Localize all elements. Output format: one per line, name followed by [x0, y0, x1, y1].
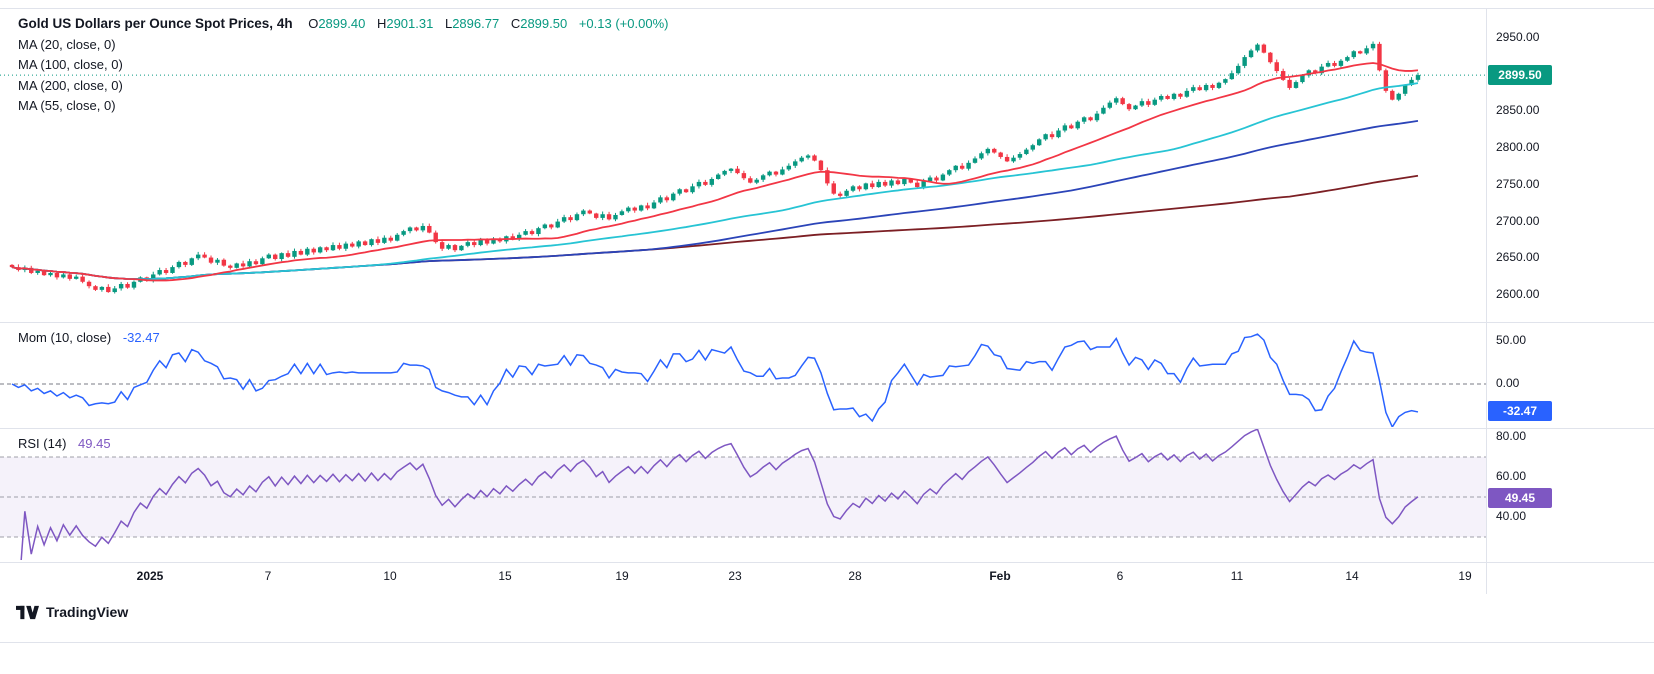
ohlc-open-value: 2899.40 — [318, 16, 366, 31]
tradingview-logo-icon — [16, 605, 39, 619]
mom-label: Mom (10, close) — [18, 330, 112, 345]
ohlc-low-value: 2896.77 — [452, 16, 500, 31]
time-axis-label: 19 — [615, 569, 629, 583]
time-axis-label: 23 — [728, 569, 742, 583]
time-axis-label: 6 — [1116, 569, 1124, 583]
axis-label: 60.00 — [1496, 469, 1527, 483]
axis-label: 2850.00 — [1496, 103, 1540, 118]
tradingview-logo[interactable]: TradingView — [16, 604, 128, 620]
time-axis[interactable]: 2025 7 10 15 19 23 28 Feb 6 11 14 19 — [0, 562, 1486, 592]
time-axis-label: 19 — [1458, 569, 1472, 583]
mom-legend[interactable]: Mom (10, close) -32.47 — [18, 330, 160, 345]
legend-ma-200[interactable]: MA (200, close, 0) — [18, 77, 123, 93]
rsi-value: 49.45 — [78, 436, 111, 451]
legend-symbol-title[interactable]: Gold US Dollars per Ounce Spot Prices, 4… — [18, 14, 668, 35]
axis-label: 2700.00 — [1496, 213, 1540, 228]
brand-text: TradingView — [46, 604, 129, 620]
axis-label: 80.00 — [1496, 429, 1527, 443]
ohlc-high-value: 2901.31 — [386, 16, 434, 31]
ohlc-low-key: L — [444, 16, 453, 31]
mom-value: -32.47 — [122, 330, 160, 345]
symbol-title: Gold US Dollars per Ounce Spot Prices, 4… — [18, 16, 293, 31]
mom-badge: -32.47 — [1488, 401, 1552, 422]
axis-label: 40.00 — [1496, 509, 1527, 523]
axis-label: 2950.00 — [1496, 30, 1540, 44]
time-axis-label: 14 — [1345, 569, 1359, 583]
price-badge: 2899.50 — [1488, 64, 1552, 85]
axis-label: 50.00 — [1496, 333, 1527, 347]
axis-label: 2750.00 — [1496, 176, 1540, 191]
change-value: +0.13 (+0.00%) — [578, 16, 669, 31]
axis-label: 2800.00 — [1496, 140, 1540, 155]
legend-ma-100[interactable]: MA (100, close, 0) — [18, 57, 123, 72]
time-axis-label: 2025 — [136, 569, 164, 583]
ohlc-close-key: C — [510, 16, 521, 31]
ohlc-high-key: H — [376, 16, 387, 31]
legend-ma-20[interactable]: MA (20, close, 0) — [18, 36, 116, 52]
time-axis-label: 7 — [264, 569, 272, 583]
rsi-badge: 49.45 — [1488, 487, 1552, 508]
legend-ma-55[interactable]: MA (55, close, 0) — [18, 98, 116, 113]
axis-label: 0.00 — [1496, 376, 1520, 390]
time-axis-label: 10 — [383, 569, 397, 583]
time-axis-label: 11 — [1230, 569, 1244, 583]
axis-label: 2650.00 — [1496, 250, 1540, 265]
price-axis[interactable]: 2899.50 -32.47 49.45 2950.00 2850.00 2800.… — [1487, 0, 1654, 600]
price-legend: Gold US Dollars per Ounce Spot Prices, 4… — [18, 14, 668, 117]
axis-label: 2600.00 — [1496, 287, 1540, 301]
ohlc-open-key: O — [308, 16, 319, 31]
ohlc-close-value: 2899.50 — [520, 16, 568, 31]
time-axis-label: 15 — [498, 569, 512, 583]
rsi-label: RSI (14) — [18, 436, 67, 451]
time-axis-label: Feb — [989, 569, 1011, 583]
rsi-legend[interactable]: RSI (14) 49.45 — [18, 436, 111, 451]
time-axis-label: 28 — [848, 569, 862, 583]
